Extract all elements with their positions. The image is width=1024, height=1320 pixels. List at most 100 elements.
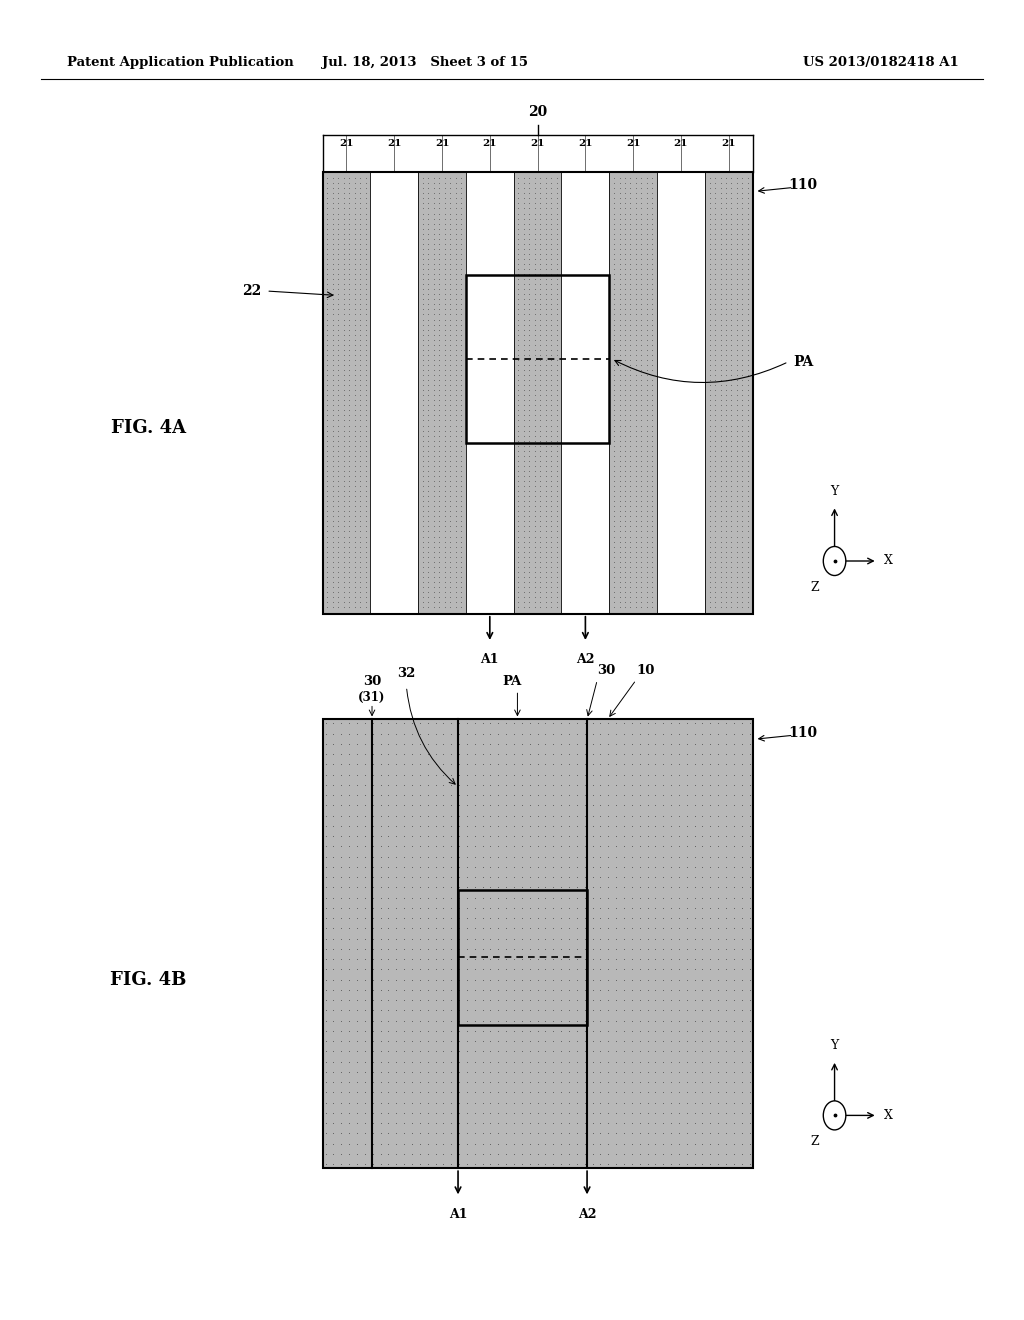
Point — [741, 887, 758, 908]
Point — [341, 958, 357, 979]
Point — [396, 723, 413, 744]
Point — [663, 1123, 679, 1144]
Point — [644, 304, 660, 325]
Point — [396, 836, 413, 857]
Point — [436, 223, 453, 244]
Point — [663, 908, 679, 929]
Point — [420, 466, 436, 487]
Point — [549, 182, 565, 203]
Point — [431, 259, 447, 280]
Point — [561, 1123, 578, 1144]
Point — [516, 182, 532, 203]
Point — [436, 345, 453, 366]
Point — [628, 203, 644, 224]
Point — [616, 491, 633, 512]
Point — [467, 1061, 483, 1082]
Point — [427, 1061, 443, 1082]
Point — [633, 359, 649, 380]
Point — [325, 455, 341, 477]
Point — [639, 1143, 655, 1164]
Point — [426, 304, 442, 325]
Point — [561, 1154, 578, 1175]
Point — [352, 384, 369, 405]
Point — [702, 969, 719, 990]
Point — [365, 958, 381, 979]
Point — [608, 805, 625, 826]
Point — [388, 917, 404, 939]
Point — [726, 1061, 742, 1082]
Point — [702, 949, 719, 970]
Point — [431, 450, 447, 471]
Point — [447, 268, 464, 289]
Point — [412, 928, 428, 949]
Point — [686, 928, 702, 949]
Point — [346, 359, 362, 380]
Point — [647, 723, 664, 744]
Point — [451, 1092, 467, 1113]
Point — [333, 775, 349, 796]
Point — [516, 450, 532, 471]
Point — [526, 541, 543, 562]
Point — [426, 209, 442, 230]
Point — [516, 228, 532, 249]
Point — [426, 359, 442, 380]
Point — [365, 1113, 381, 1134]
Point — [346, 556, 362, 577]
Point — [707, 182, 723, 203]
Point — [442, 541, 459, 562]
Point — [346, 193, 362, 214]
Point — [718, 345, 734, 366]
Point — [349, 1051, 366, 1072]
Point — [435, 1051, 452, 1072]
Point — [694, 734, 711, 755]
Point — [357, 420, 374, 441]
Point — [707, 405, 723, 426]
Point — [671, 969, 687, 990]
Point — [585, 723, 601, 744]
Point — [420, 309, 436, 330]
Point — [606, 436, 623, 457]
Point — [741, 764, 758, 785]
Point — [482, 734, 499, 755]
Point — [549, 168, 565, 189]
Point — [330, 586, 346, 607]
Point — [521, 521, 538, 543]
Point — [606, 536, 623, 557]
Point — [352, 223, 369, 244]
Point — [420, 825, 436, 846]
Point — [723, 577, 739, 598]
Point — [729, 511, 745, 532]
Point — [336, 228, 352, 249]
Point — [330, 384, 346, 405]
Point — [403, 713, 420, 734]
Point — [526, 264, 543, 285]
Point — [415, 531, 431, 552]
Point — [639, 480, 655, 502]
Point — [671, 1041, 687, 1063]
Point — [357, 319, 374, 341]
Point — [365, 1041, 381, 1063]
Point — [729, 506, 745, 527]
Point — [606, 541, 623, 562]
Point — [694, 816, 711, 837]
Point — [710, 816, 726, 837]
Point — [380, 898, 396, 919]
Point — [616, 259, 633, 280]
Point — [415, 440, 431, 461]
Point — [644, 556, 660, 577]
Point — [639, 1133, 655, 1154]
Point — [694, 795, 711, 816]
Point — [702, 764, 719, 785]
Point — [510, 284, 526, 305]
Point — [549, 384, 565, 405]
Point — [741, 1143, 758, 1164]
Point — [606, 425, 623, 446]
Point — [426, 521, 442, 543]
Point — [352, 411, 369, 432]
Point — [436, 440, 453, 461]
Point — [600, 928, 616, 949]
Point — [741, 1133, 758, 1154]
Point — [671, 723, 687, 744]
Point — [615, 1082, 632, 1104]
Point — [380, 846, 396, 867]
